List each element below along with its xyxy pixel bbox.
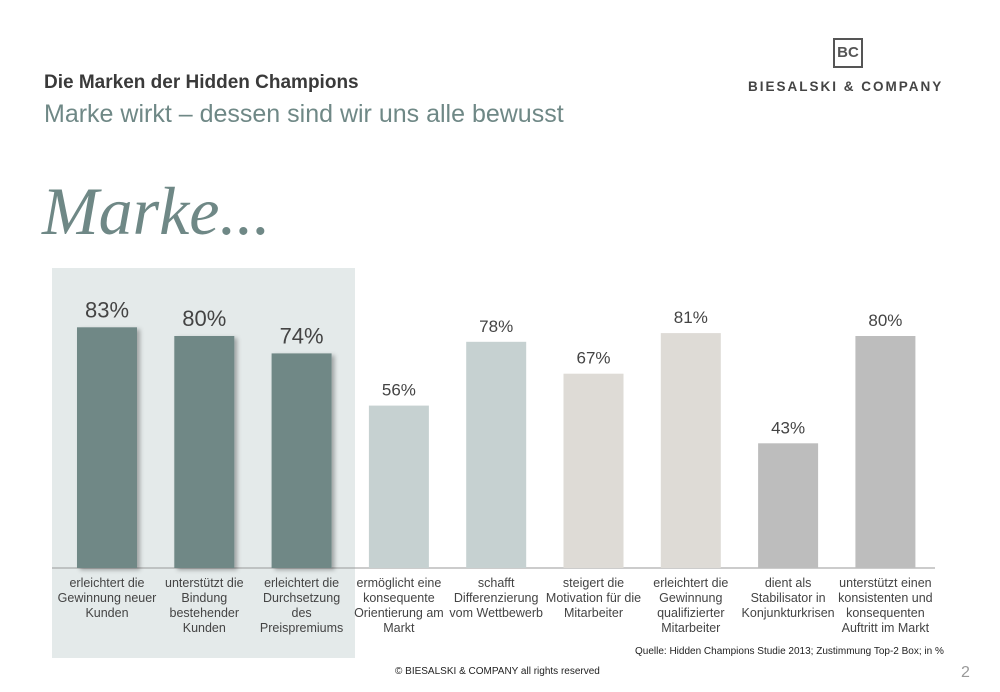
- value-label: 83%: [85, 297, 129, 322]
- value-label: 43%: [771, 418, 805, 437]
- category-label: schafft Differenzierung vom Wettbewerb: [449, 576, 543, 620]
- value-label: 80%: [182, 306, 226, 331]
- bar: [660, 333, 721, 568]
- bar: [77, 327, 137, 568]
- page-number: 2: [961, 664, 970, 681]
- value-label: 78%: [479, 317, 513, 336]
- bar: [174, 336, 235, 568]
- chart-title: Marke...: [42, 173, 271, 249]
- value-label: 56%: [382, 381, 416, 400]
- value-label: 67%: [576, 349, 610, 368]
- category-label: ermöglicht eine konsequente Orientierung…: [354, 576, 444, 635]
- bar: [563, 373, 624, 568]
- slide-subtitle: Marke wirkt – dessen sind wir uns alle b…: [44, 100, 564, 128]
- bar: [758, 443, 819, 568]
- value-label: 81%: [674, 308, 708, 327]
- value-label: 74%: [280, 323, 324, 348]
- bar: [466, 341, 527, 568]
- source-note: Quelle: Hidden Champions Studie 2013; Zu…: [635, 646, 944, 657]
- slide-title: Die Marken der Hidden Champions: [44, 72, 359, 93]
- logo-text: BIESALSKI & COMPANY: [748, 79, 944, 94]
- bar: [855, 336, 916, 568]
- category-label: erleichtert die Gewinnung qualifizierter…: [653, 576, 729, 635]
- bar: [368, 405, 429, 568]
- category-label: unterstützt die Bindung bestehender Kund…: [165, 576, 244, 635]
- category-label: dient als Stabilisator in Konjunkturkris…: [741, 576, 835, 620]
- bar: [271, 353, 332, 568]
- category-label: unterstützt einen konsistenten und konse…: [838, 576, 933, 635]
- logo-mark: BC: [833, 38, 863, 68]
- copyright: © BIESALSKI & COMPANY all rights reserve…: [395, 666, 600, 677]
- category-label: erleichtert die Gewinnung neuer Kunden: [57, 576, 157, 620]
- category-label: erleichtert die Durchsetzung des Preispr…: [259, 576, 344, 635]
- category-label: steigert die Motivation für die Mitarbei…: [545, 576, 642, 620]
- value-label: 80%: [868, 311, 902, 330]
